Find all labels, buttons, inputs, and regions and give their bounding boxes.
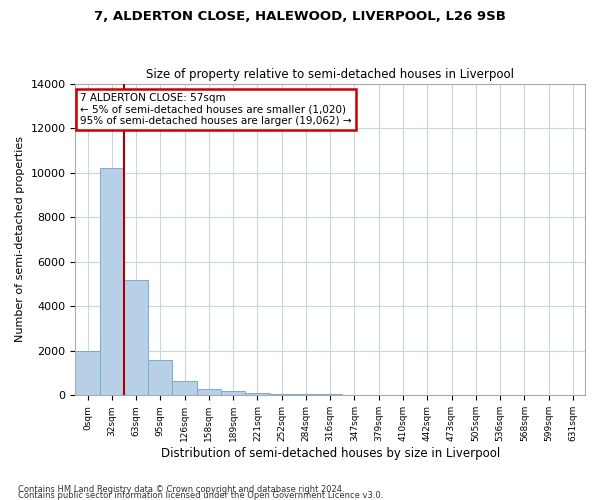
Bar xyxy=(294,394,318,396)
Bar xyxy=(76,352,100,396)
Bar xyxy=(148,360,172,396)
Text: 7 ALDERTON CLOSE: 57sqm
← 5% of semi-detached houses are smaller (1,020)
95% of : 7 ALDERTON CLOSE: 57sqm ← 5% of semi-det… xyxy=(80,93,352,126)
Title: Size of property relative to semi-detached houses in Liverpool: Size of property relative to semi-detach… xyxy=(146,68,514,81)
Text: Contains public sector information licensed under the Open Government Licence v3: Contains public sector information licen… xyxy=(18,490,383,500)
Bar xyxy=(100,168,124,396)
Bar xyxy=(124,280,148,396)
Bar xyxy=(172,381,197,396)
Bar xyxy=(221,391,245,396)
Bar xyxy=(318,394,343,396)
Bar xyxy=(245,393,269,396)
Y-axis label: Number of semi-detached properties: Number of semi-detached properties xyxy=(15,136,25,342)
Bar xyxy=(269,394,294,396)
X-axis label: Distribution of semi-detached houses by size in Liverpool: Distribution of semi-detached houses by … xyxy=(161,447,500,460)
Bar xyxy=(197,388,221,396)
Text: Contains HM Land Registry data © Crown copyright and database right 2024.: Contains HM Land Registry data © Crown c… xyxy=(18,484,344,494)
Text: 7, ALDERTON CLOSE, HALEWOOD, LIVERPOOL, L26 9SB: 7, ALDERTON CLOSE, HALEWOOD, LIVERPOOL, … xyxy=(94,10,506,23)
